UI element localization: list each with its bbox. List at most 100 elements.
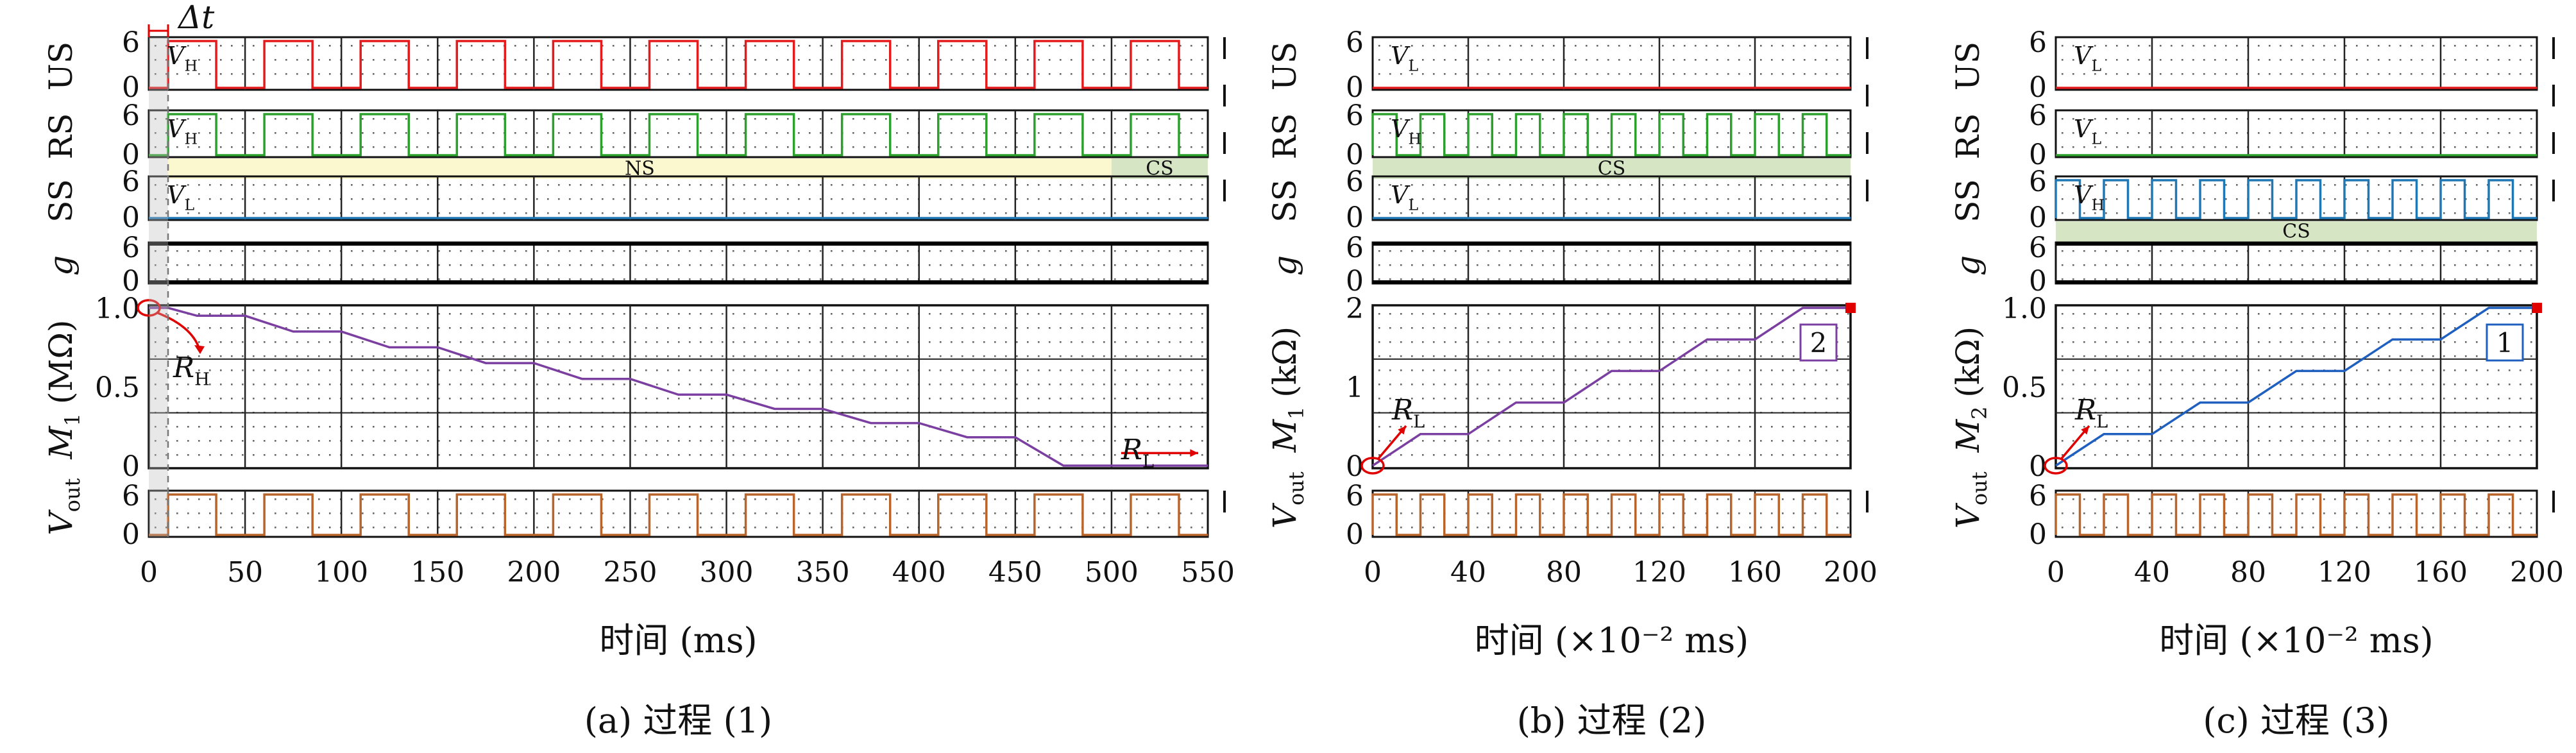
mem-label-unit: (kΩ) (1949, 326, 1987, 398)
panel-a-us-frame (148, 36, 1209, 91)
panel-a-rh-label: RH (173, 351, 210, 389)
panel-a-label-g: g (42, 255, 80, 276)
panel-c-xtick-4: 160 (2414, 556, 2468, 589)
panel-c-us-ytick-1: 0 (2029, 71, 2047, 104)
panel-a-us-level: VH (167, 42, 198, 75)
panel-a-xlabel: 时间 (ms) (599, 620, 757, 661)
panel-a-mem-line (149, 307, 1208, 467)
panel-b-us-dots (1378, 45, 1849, 75)
vout-label-main: V (1266, 502, 1303, 529)
panel-c-xtick-0: 0 (2047, 556, 2065, 589)
panel-a-g-dots-path (155, 250, 1203, 280)
panel-b-xtick-0: 0 (1364, 556, 1382, 589)
panel-a-mem-ytick-1: 0.5 (95, 371, 140, 404)
panel-a-g-ytick-0: 6 (122, 232, 140, 264)
panel-b-us-level-main: V (1391, 42, 1411, 70)
panel-c-xtick-5: 200 (2510, 556, 2564, 589)
panel-a-g-ytick-1: 0 (122, 265, 140, 298)
panel-b-badge: 2 (1810, 327, 1827, 359)
panel-b-rs-ytick-0: 6 (1346, 99, 1364, 132)
mem-label-unit: (MΩ) (42, 319, 80, 404)
panel-b-ss-ytick-1: 0 (1346, 201, 1364, 234)
panel-b-mem-ytick-2: 0 (1346, 450, 1364, 483)
panel-a-vout-frame (148, 489, 1209, 538)
panel-b-mem-ylabel: Vout M1 (kΩ) (1266, 326, 1309, 529)
panel-b-ss-level-main: V (1391, 181, 1411, 209)
panel-c-us-level-main: V (2074, 42, 2094, 70)
panel-c-badge: 1 (2496, 327, 2514, 359)
panel-a-rl-label-sub: L (1142, 452, 1154, 471)
panel-b-vout-ytick-0: 6 (1346, 480, 1364, 512)
panel-a-label-ss: SS (42, 179, 80, 223)
panel-a-rs-level-sub: H (184, 130, 198, 148)
panel-a-rl-label-main: R (1121, 434, 1142, 466)
panel-c-g-dots-path (2062, 250, 2532, 280)
panel-a-delta-t: Δt (177, 0, 215, 36)
panel-c-rs-level-sub: L (2091, 130, 2101, 148)
panel-c-vout-ytick-1: 0 (2029, 518, 2047, 551)
panel-c-ss-level-main: V (2074, 181, 2094, 209)
panel-b-us-frame (1371, 36, 1852, 91)
panel-a-vout-trace (149, 493, 1208, 536)
panel-c-mem-start-circle (2044, 457, 2068, 475)
vout-label-sub: out (1284, 471, 1309, 505)
mem-label-sub: 1 (60, 413, 85, 426)
panel-b-label-ss: SS (1266, 179, 1303, 223)
panel-b-vout-trace (1371, 493, 1851, 536)
panel-b-vout-ytick-1: 0 (1346, 518, 1364, 551)
panel-b-rl-label-sub: L (1413, 412, 1425, 432)
panel-c-xlabel: 时间 (×10⁻² ms) (2159, 620, 2434, 661)
panel-a-us-dots (155, 45, 1203, 75)
panel-c-rs-level-main: V (2074, 115, 2094, 143)
panel-c-us-level-sub: L (2091, 57, 2101, 75)
panel-c-label-us: US (1949, 42, 1987, 90)
panel-a-rs-frame (148, 109, 1209, 158)
panel-b-xlabel: 时间 (×10⁻² ms) (1475, 620, 1749, 661)
panel-c-ss-band-label-0: CS (2282, 221, 2310, 243)
vout-label-sub: out (60, 478, 85, 512)
panel-a-rs-dots (155, 118, 1203, 148)
panel-b-xtick-4: 160 (1728, 556, 1782, 589)
panel-b-ss-dots (1378, 184, 1849, 214)
vout-label-main: V (42, 509, 80, 536)
panel-a-xtick-0: 0 (140, 556, 158, 589)
panel-a-ss-dots-path (155, 184, 1203, 214)
panel-c-ss-ytick-1: 0 (2029, 201, 2047, 234)
panel-a-ss-frame (148, 175, 1209, 221)
panel-b-mem-ytick-1: 1 (1346, 371, 1364, 404)
panel-b-ss-level-sub: L (1408, 196, 1418, 214)
panel-b-us-level-sub: L (1408, 57, 1418, 75)
panel-b-ss-frame (1371, 175, 1852, 221)
panel-b-ss-level: VL (1391, 181, 1418, 214)
panel-b-caption: (b) 过程 (2) (1517, 700, 1707, 741)
panel-a-us-ytick-1: 0 (122, 71, 140, 104)
panel-a-rs-trace (149, 113, 1208, 157)
panel-c-rs-ytick-0: 6 (2029, 99, 2047, 132)
mem-label-sub: 2 (1967, 407, 1992, 419)
panel-a-mem-dots (155, 313, 1203, 456)
panel-b-g-dots-path (1378, 250, 1849, 280)
panel-a-xtick-11: 550 (1181, 556, 1235, 589)
panel-c-label-rs: RS (1949, 114, 1987, 160)
panel-c-xtick-2: 80 (2230, 556, 2266, 589)
panel-a-caption: (a) 过程 (1) (584, 700, 772, 741)
panel-a-rs-level-main: V (167, 115, 187, 143)
panel-c-mem-ytick-1: 0.5 (2002, 371, 2047, 404)
panel-a-vout-ytick-1: 0 (122, 518, 140, 551)
panel-b-g-frame (1371, 241, 1852, 285)
panel-b-mem-start-circle (1360, 457, 1385, 475)
panel-c: 60VL60VLCS60VH6060USRSSSg1.00.50VoutM2(k… (1949, 26, 2564, 741)
panel-b-rs-level-sub: H (1408, 130, 1421, 148)
panel-c-rl-label: RL (2074, 394, 2108, 432)
panel-a-us-level-main: V (167, 42, 187, 70)
panel-c-g-ytick-0: 6 (2029, 232, 2047, 264)
panel-c-g-ytick-1: 0 (2029, 265, 2047, 298)
panel-b-label-g: g (1266, 255, 1303, 276)
mem-label-main: M (42, 425, 80, 460)
panel-c-rs-ytick-1: 0 (2029, 139, 2047, 171)
panel-b-badge-box (1799, 323, 1838, 362)
panel-b-us-level: VL (1391, 42, 1418, 75)
panel-a-ss-ytick-0: 6 (122, 165, 140, 198)
panel-c-mem-line (2055, 307, 2537, 467)
panel-a-xtick-5: 250 (603, 556, 657, 589)
